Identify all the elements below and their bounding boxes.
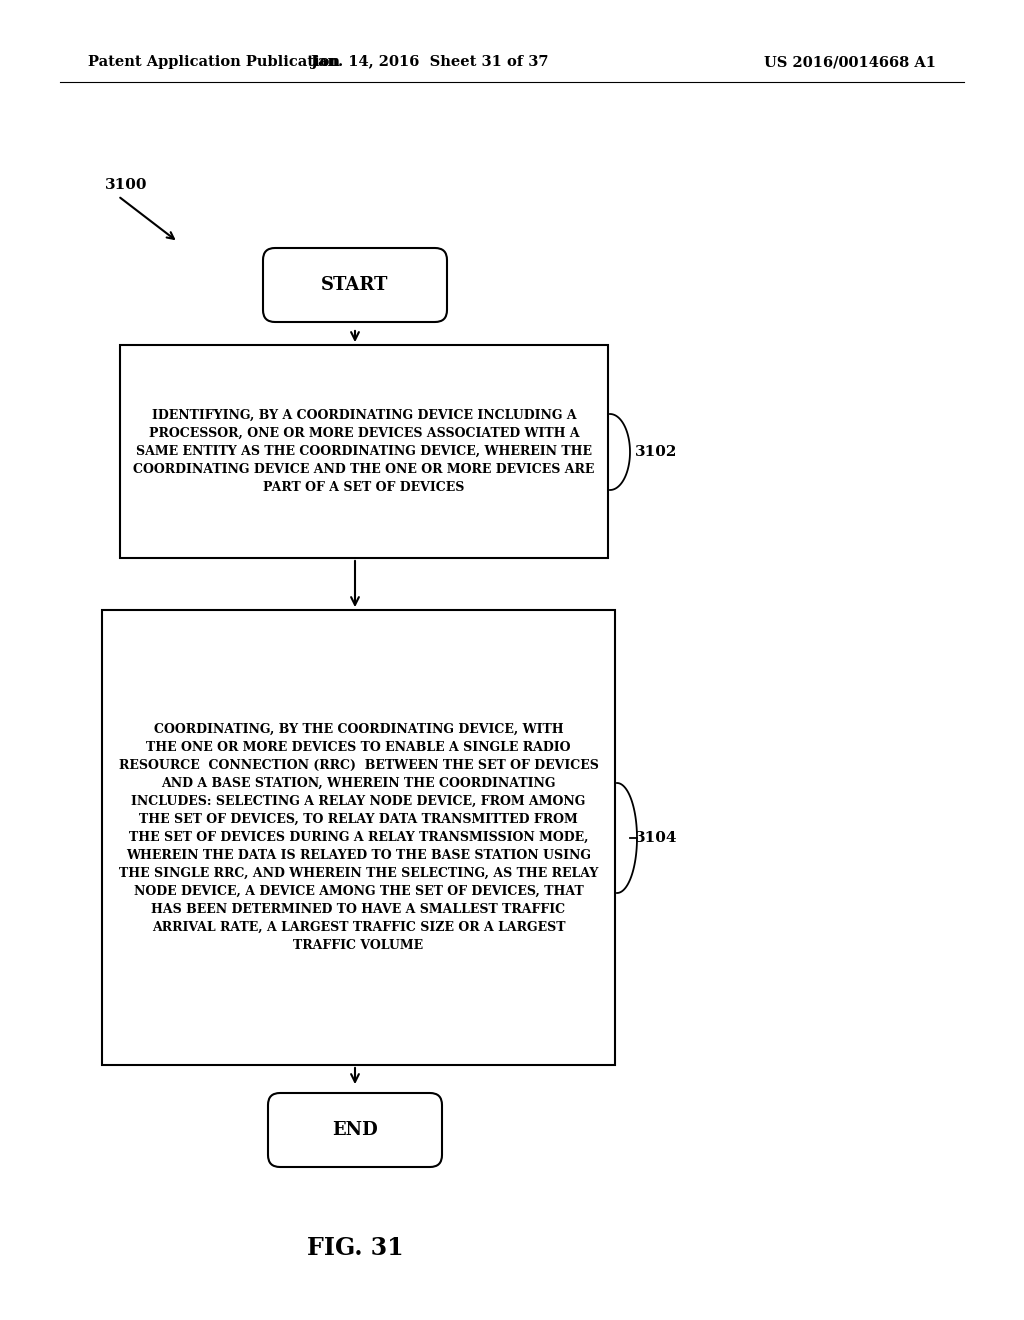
Text: 3102: 3102 [635,445,677,459]
Bar [102,610,615,1065]
Text: IDENTIFYING, BY A COORDINATING DEVICE INCLUDING A
PROCESSOR, ONE OR MORE DEVICES: IDENTIFYING, BY A COORDINATING DEVICE IN… [133,409,595,494]
FancyBboxPatch shape [263,248,447,322]
Text: Patent Application Publication: Patent Application Publication [88,55,340,69]
Text: FIG. 31: FIG. 31 [306,1236,403,1261]
Text: Jan. 14, 2016  Sheet 31 of 37: Jan. 14, 2016 Sheet 31 of 37 [311,55,549,69]
Text: COORDINATING, BY THE COORDINATING DEVICE, WITH
THE ONE OR MORE DEVICES TO ENABLE: COORDINATING, BY THE COORDINATING DEVICE… [119,723,598,952]
Text: 3104: 3104 [635,832,678,845]
Text: END: END [332,1121,378,1139]
Text: US 2016/0014668 A1: US 2016/0014668 A1 [764,55,936,69]
FancyBboxPatch shape [268,1093,442,1167]
Text: START: START [322,276,389,294]
Bar [120,345,608,558]
Text: 3100: 3100 [105,178,147,191]
